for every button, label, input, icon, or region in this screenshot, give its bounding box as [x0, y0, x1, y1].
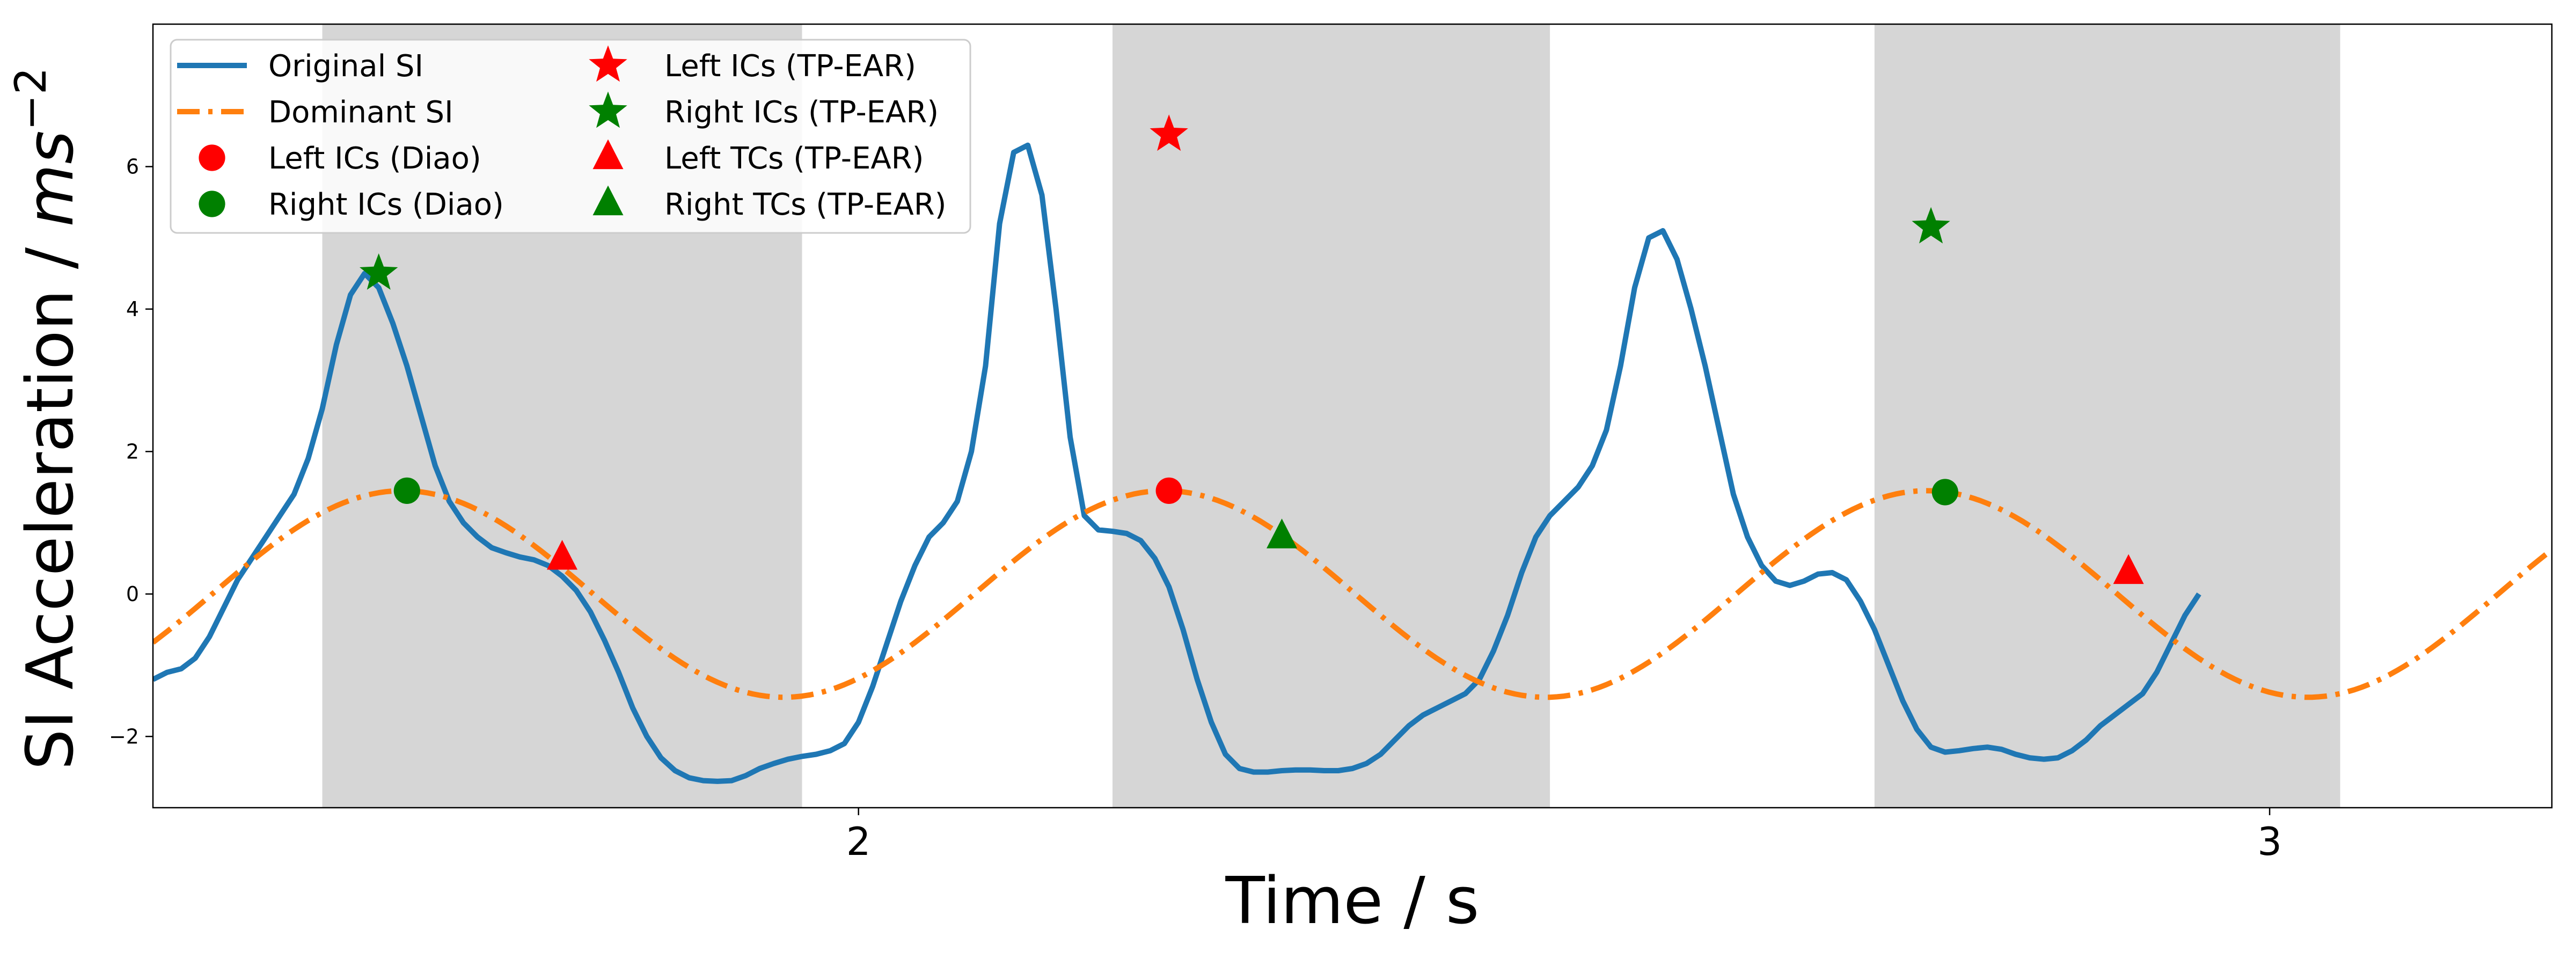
legend-label-left-tcs-tp-ear: Left TCs (TP-EAR)	[664, 141, 924, 176]
legend-label-right-ics-tp-ear: Right ICs (TP-EAR)	[664, 95, 939, 130]
y-tick-label: 2	[126, 440, 139, 463]
dominant-si-line	[153, 488, 2552, 700]
legend-swatch-left-ics-diao	[199, 144, 225, 171]
x-tick-label: 2	[846, 819, 871, 864]
legend-box	[170, 39, 971, 234]
y-axis-ticks: −2 0 2 4 6	[109, 155, 153, 748]
original-si-line	[153, 142, 2201, 784]
legend-label-original-si: Original SI	[268, 49, 423, 84]
left-tcs-tp-ear-marker	[547, 540, 578, 570]
legend-label-left-ics-tp-ear: Left ICs (TP-EAR)	[664, 49, 916, 84]
y-axis-label-unit: ms	[13, 130, 88, 226]
right-ics-tp-ear-marker	[1912, 207, 1950, 244]
y-tick-label: 6	[126, 155, 139, 178]
legend-swatch-left-ics-tp-ear	[589, 45, 627, 82]
event-markers	[360, 114, 2144, 584]
left-tcs-tp-ear-marker	[2113, 554, 2144, 584]
legend-label-right-tcs-tp-ear: Right TCs (TP-EAR)	[664, 187, 947, 222]
y-axis-label-main: SI Acceleration /	[13, 227, 88, 770]
legend: Original SI Dominant SI Left ICs (Diao) Rig…	[170, 39, 971, 234]
y-axis-label: SI Acceleration / ms−2	[6, 67, 88, 770]
right-ics-diao-marker	[393, 477, 420, 504]
series-lines	[153, 142, 2552, 784]
y-axis-label-exponent: −2	[6, 67, 56, 130]
x-tick-label: 3	[2257, 819, 2282, 864]
y-tick-label: 4	[126, 297, 139, 321]
legend-label-right-ics-diao: Right ICs (Diao)	[268, 187, 504, 222]
y-tick-label: −2	[109, 724, 139, 748]
y-tick-label: 0	[126, 582, 139, 606]
right-ics-diao-marker	[1931, 479, 1958, 506]
legend-swatch-right-tcs-tp-ear	[592, 185, 624, 216]
right-ics-tp-ear-marker	[360, 253, 398, 290]
shaded-region	[1874, 24, 2340, 808]
left-ics-diao-marker	[1155, 477, 1182, 504]
legend-swatch-right-ics-diao	[199, 191, 225, 217]
right-tcs-tp-ear-marker	[1267, 518, 1298, 548]
legend-items: Original SI Dominant SI Left ICs (Diao) Rig…	[177, 45, 947, 222]
legend-label-dominant-si: Dominant SI	[268, 95, 453, 130]
legend-label-left-ics-diao: Left ICs (Diao)	[268, 141, 481, 176]
legend-swatch-right-ics-tp-ear	[589, 91, 627, 128]
legend-swatch-left-tcs-tp-ear	[592, 139, 624, 170]
plot-frame	[152, 23, 2553, 809]
x-axis-label: Time / s	[1225, 864, 1480, 939]
left-ics-tp-ear-marker	[1150, 114, 1188, 151]
shaded-region	[1113, 24, 1550, 808]
